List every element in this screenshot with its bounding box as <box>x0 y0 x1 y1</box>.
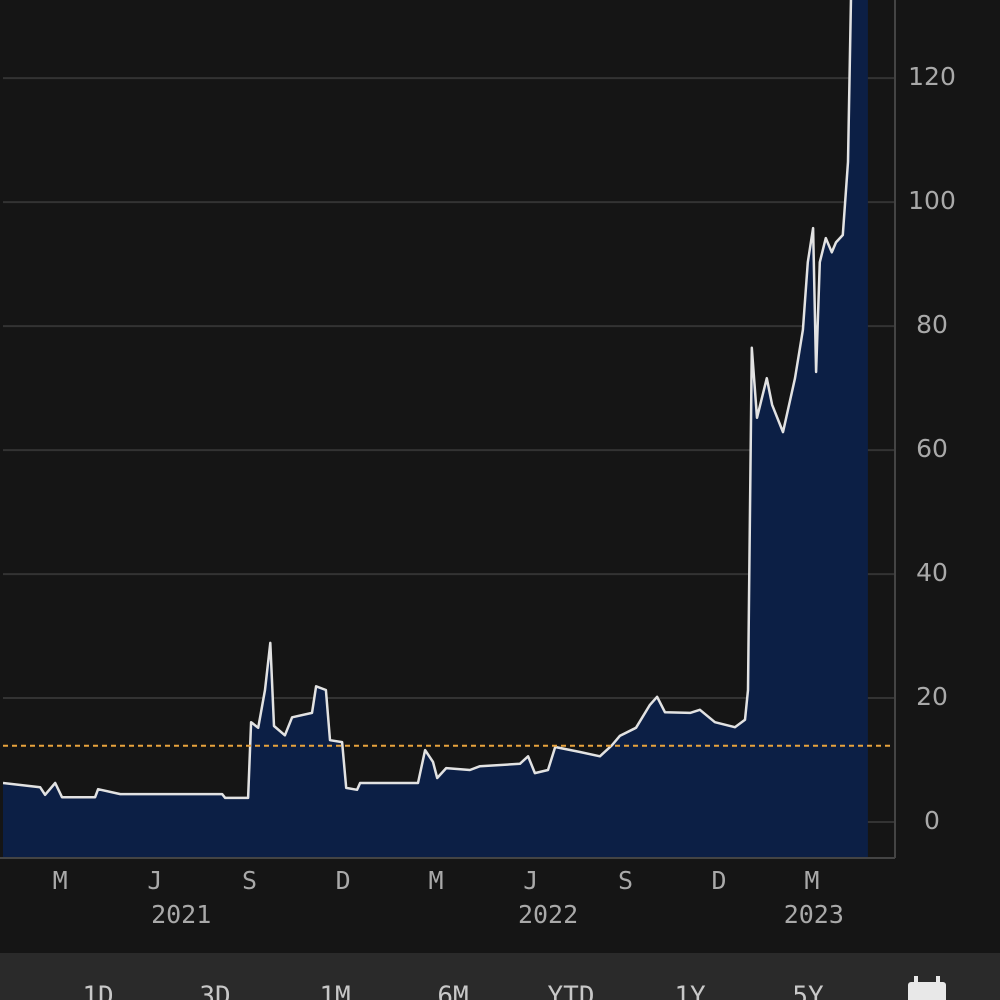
plot-area <box>3 0 895 858</box>
grid <box>3 77 895 824</box>
y-tick-label: 100 <box>908 186 956 215</box>
range-button[interactable]: 1M <box>319 982 350 1000</box>
labels: 0 20 40 60 80 100 120 M J S D M J S D M 2021 2022 2023 <box>53 62 956 929</box>
range-bar <box>0 953 1000 1000</box>
year-label: 2021 <box>151 900 211 929</box>
y-tick-label: 0 <box>924 806 940 835</box>
x-tick-label: S <box>618 866 633 895</box>
calendar-icon[interactable] <box>908 976 946 1000</box>
x-tick-label: M <box>804 866 819 895</box>
x-tick-label: M <box>429 866 444 895</box>
y-tick-label: 20 <box>916 682 948 711</box>
year-label: 2022 <box>518 900 578 929</box>
range-buttons: 1D 3D 1M 6M YTD 1Y 5Y <box>82 982 824 1000</box>
y-tick-label: 60 <box>916 434 948 463</box>
x-tick-label: J <box>147 866 162 895</box>
area <box>3 0 868 858</box>
line <box>3 0 853 800</box>
x-tick-label: D <box>712 866 727 895</box>
range-button[interactable]: 1Y <box>674 982 706 1000</box>
range-button[interactable]: 5Y <box>792 982 824 1000</box>
y-tick-label: 120 <box>908 62 956 91</box>
range-button[interactable]: 3D <box>199 982 230 1000</box>
x-tick-label: M <box>53 866 68 895</box>
x-tick-label: J <box>523 866 538 895</box>
range-button[interactable]: YTD <box>548 982 595 1000</box>
year-label: 2023 <box>784 900 844 929</box>
range-button[interactable]: 1D <box>82 982 113 1000</box>
y-tick-label: 40 <box>916 558 948 587</box>
range-button[interactable]: 6M <box>437 982 468 1000</box>
x-tick-label: S <box>242 866 257 895</box>
x-tick-label: D <box>336 866 351 895</box>
y-tick-label: 80 <box>916 310 948 339</box>
